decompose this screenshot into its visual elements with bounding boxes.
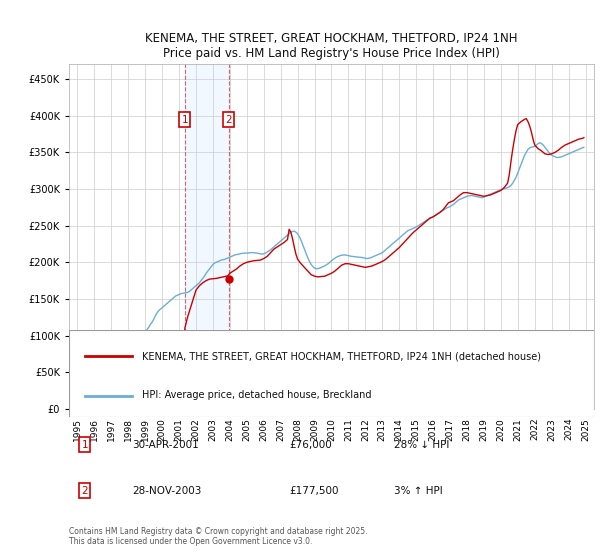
Text: HPI: Average price, detached house, Breckland: HPI: Average price, detached house, Brec… — [143, 390, 372, 400]
Text: 2: 2 — [82, 486, 88, 496]
Text: 30-APR-2001: 30-APR-2001 — [132, 440, 199, 450]
Text: 1: 1 — [181, 114, 188, 124]
Title: KENEMA, THE STREET, GREAT HOCKHAM, THETFORD, IP24 1NH
Price paid vs. HM Land Reg: KENEMA, THE STREET, GREAT HOCKHAM, THETF… — [145, 32, 518, 60]
Text: £76,000: £76,000 — [290, 440, 332, 450]
Bar — [185, 64, 229, 409]
Text: 1: 1 — [82, 440, 88, 450]
Text: 28-NOV-2003: 28-NOV-2003 — [132, 486, 202, 496]
FancyBboxPatch shape — [69, 330, 594, 417]
Text: 2: 2 — [225, 114, 232, 124]
Text: Contains HM Land Registry data © Crown copyright and database right 2025.
This d: Contains HM Land Registry data © Crown c… — [69, 527, 367, 547]
Text: 28% ↓ HPI: 28% ↓ HPI — [395, 440, 450, 450]
Text: KENEMA, THE STREET, GREAT HOCKHAM, THETFORD, IP24 1NH (detached house): KENEMA, THE STREET, GREAT HOCKHAM, THETF… — [143, 352, 542, 361]
Text: £177,500: £177,500 — [290, 486, 339, 496]
Text: 3% ↑ HPI: 3% ↑ HPI — [395, 486, 443, 496]
